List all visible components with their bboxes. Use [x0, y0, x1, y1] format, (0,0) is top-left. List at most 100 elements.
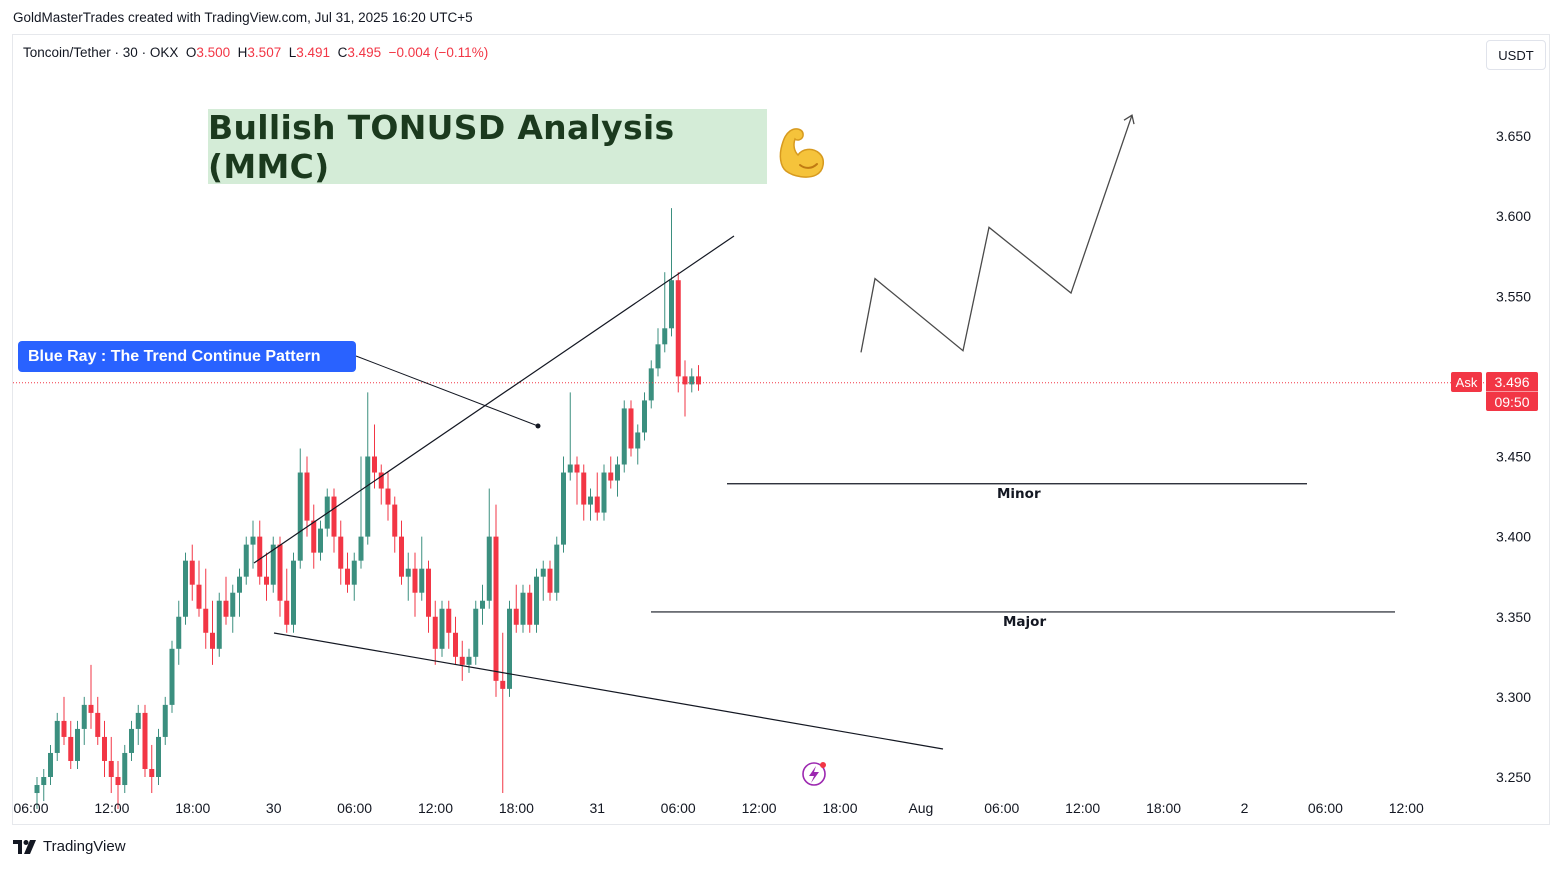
candle-body [527, 592, 533, 625]
x-tick-label: 30 [266, 800, 282, 816]
candle-body [426, 568, 431, 617]
candle-body [142, 712, 148, 769]
tradingview-brand: TradingView [43, 838, 126, 855]
candle-body [115, 777, 121, 786]
candle-body [189, 560, 195, 585]
candle-body [567, 464, 573, 473]
x-tick-label: 06:00 [1308, 800, 1343, 816]
candle-body [392, 504, 398, 537]
candle-body [264, 576, 269, 585]
candle [115, 760, 121, 810]
candle [392, 496, 398, 553]
candle-body [75, 728, 80, 761]
projection-arrowhead [1123, 114, 1135, 125]
candle [304, 456, 310, 537]
candle-body [419, 568, 425, 593]
high-label: H [237, 45, 248, 60]
candle [257, 520, 263, 585]
candle [432, 600, 438, 665]
candle [237, 568, 242, 617]
candle-body [338, 536, 344, 569]
x-tick-label: 18:00 [822, 800, 857, 816]
notification-dot [820, 762, 826, 768]
candle [527, 584, 533, 633]
candle-body [459, 656, 465, 665]
candle [149, 744, 155, 794]
symbol-ohlc-legend[interactable]: Toncoin/Tether · 30 · OKX O3.500 H3.507 … [23, 45, 488, 60]
candle-body [48, 752, 53, 777]
analysis-title-box[interactable]: Bullish TONUSD Analysis (MMC) [208, 108, 767, 186]
low-label: L [288, 45, 297, 60]
candle [689, 368, 695, 393]
candle [493, 504, 499, 697]
open-label: O [185, 45, 197, 60]
x-tick-label: 12:00 [1065, 800, 1100, 816]
x-tick-label: 31 [590, 800, 606, 816]
candle-body [493, 536, 499, 681]
callout-pointer-line [355, 355, 539, 427]
candle [426, 560, 431, 633]
candle [358, 456, 364, 569]
y-tick-label: 3.450 [1496, 449, 1531, 465]
blue-ray-callout[interactable]: Blue Ray : The Trend Continue Pattern [18, 341, 356, 372]
tradingview-logo[interactable]: TradingView [13, 838, 126, 855]
candle [129, 720, 134, 761]
candle-body [588, 496, 593, 505]
candle [108, 736, 114, 794]
candle-body [554, 544, 560, 593]
candle [385, 472, 391, 521]
candle-body [385, 488, 391, 505]
open-value: 3.500 [196, 45, 231, 60]
low-value: 3.491 [296, 45, 331, 60]
candle-body [203, 608, 209, 633]
candle [675, 272, 681, 393]
candle [621, 400, 627, 473]
tradingview-logo-icon [13, 839, 36, 854]
candle-body [432, 616, 438, 649]
candle [61, 696, 67, 745]
candle [473, 600, 479, 665]
candle-body [95, 712, 101, 737]
candle [270, 536, 276, 593]
candle-body [446, 608, 452, 633]
candle [297, 448, 303, 569]
candle [81, 696, 87, 745]
candle [264, 552, 269, 601]
candle-body [54, 720, 60, 753]
candle-body [270, 544, 276, 585]
candle [635, 424, 641, 465]
close-value: 3.495 [347, 45, 382, 60]
current-price-tag: 3.496 09:50 [1486, 372, 1538, 411]
candle-body [648, 368, 654, 401]
candle [554, 536, 560, 601]
candle-body [601, 472, 607, 513]
y-tick-label: 3.600 [1496, 208, 1531, 224]
candle-body [520, 592, 526, 625]
candle-body [41, 777, 47, 786]
candle-body [345, 568, 350, 585]
candle [567, 392, 573, 481]
current-price: 3.496 [1494, 373, 1530, 390]
candle-body [696, 376, 701, 385]
candle [405, 552, 411, 601]
candle [68, 720, 74, 769]
candle-body [581, 472, 587, 505]
candle-body [655, 344, 661, 369]
candle-body [669, 280, 674, 329]
x-tick-label: 12:00 [742, 800, 777, 816]
candle-body [615, 464, 620, 481]
candle [534, 568, 539, 633]
candle-body [642, 400, 647, 433]
candle [453, 616, 458, 665]
candle [574, 456, 580, 505]
currency-button[interactable]: USDT [1486, 40, 1546, 70]
candle-body [81, 704, 87, 729]
candle-body [561, 472, 566, 545]
candle [210, 600, 215, 665]
candle [34, 777, 40, 810]
candle [122, 744, 128, 794]
high-value: 3.507 [247, 45, 282, 60]
candle [588, 488, 593, 521]
candle-body [689, 376, 695, 385]
